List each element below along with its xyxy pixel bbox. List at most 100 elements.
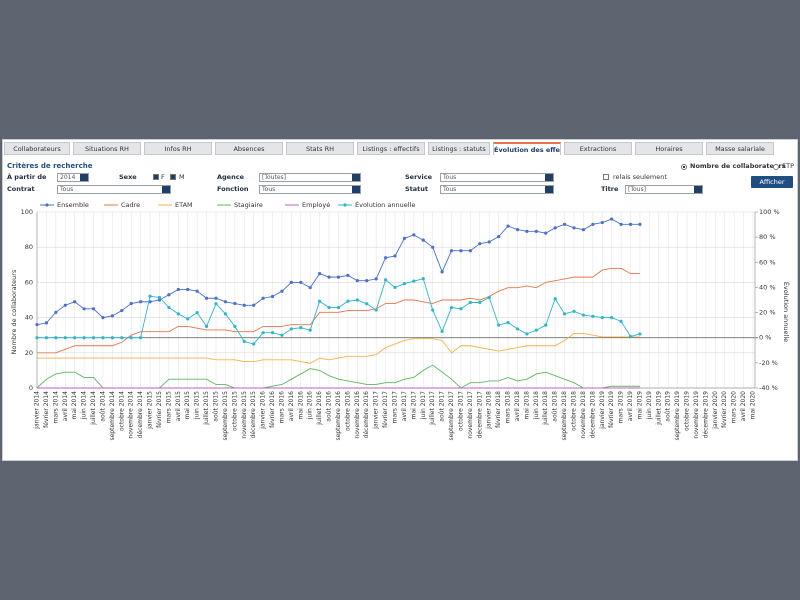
data-point bbox=[167, 293, 171, 297]
tab[interactable]: Absences bbox=[215, 142, 283, 155]
legend-marker bbox=[343, 203, 347, 207]
tab[interactable]: Listings : statuts bbox=[428, 142, 490, 155]
agency-select[interactable]: [Toutes] bbox=[259, 173, 361, 182]
sex-m-checkbox[interactable] bbox=[170, 174, 176, 180]
tab[interactable]: Horaires bbox=[635, 142, 703, 155]
data-point bbox=[242, 303, 246, 307]
data-point bbox=[139, 300, 143, 304]
data-point bbox=[139, 336, 143, 340]
x-tick-label: février 2017 bbox=[382, 391, 389, 428]
data-point bbox=[449, 249, 454, 253]
x-tick-label: juillet 2018 bbox=[542, 391, 549, 426]
tab[interactable]: Extractions bbox=[564, 142, 632, 155]
data-point bbox=[355, 298, 359, 302]
function-select[interactable]: Tous bbox=[259, 185, 361, 194]
x-tick-label: avril 2015 bbox=[175, 391, 182, 421]
data-point bbox=[214, 302, 218, 306]
data-point bbox=[195, 289, 199, 293]
data-point bbox=[440, 270, 444, 274]
data-point bbox=[261, 296, 265, 300]
data-point bbox=[525, 229, 529, 233]
data-point bbox=[327, 275, 331, 279]
y2-tick-label: 100 % bbox=[759, 208, 780, 216]
tab[interactable]: Masse salariale bbox=[706, 142, 774, 155]
tab[interactable]: Évolution des effectifs bbox=[493, 142, 561, 155]
data-point bbox=[497, 235, 501, 239]
x-tick-label: novembre 2016 bbox=[354, 391, 361, 439]
data-point bbox=[506, 224, 510, 228]
x-tick-label: mai 2016 bbox=[297, 391, 304, 420]
data-point bbox=[336, 305, 341, 310]
data-point bbox=[270, 331, 275, 335]
data-point bbox=[402, 236, 407, 240]
data-point bbox=[628, 334, 633, 339]
data-point bbox=[195, 310, 199, 315]
relay-checkbox[interactable] bbox=[603, 174, 609, 180]
sex-f-checkbox[interactable] bbox=[153, 174, 159, 180]
data-point bbox=[619, 319, 623, 323]
data-point bbox=[600, 220, 604, 225]
x-tick-label: octobre 2017 bbox=[457, 391, 464, 431]
x-tick-label: novembre 2019 bbox=[693, 391, 700, 439]
data-point bbox=[393, 285, 397, 290]
x-tick-label: mars 2017 bbox=[392, 391, 399, 423]
x-tick-label: novembre 2018 bbox=[580, 391, 587, 439]
tab[interactable]: Listings : effectifs bbox=[357, 142, 425, 155]
x-tick-label: mai 2014 bbox=[71, 391, 78, 420]
data-point bbox=[44, 321, 49, 325]
data-point bbox=[534, 229, 538, 233]
x-tick-label: novembre 2015 bbox=[241, 391, 248, 439]
x-tick-label: juillet 2019 bbox=[655, 391, 662, 426]
data-point bbox=[365, 302, 369, 306]
data-point bbox=[374, 277, 378, 281]
data-point bbox=[176, 312, 180, 316]
service-label: Service bbox=[405, 173, 433, 181]
legend-label: ETAM bbox=[175, 201, 193, 209]
data-point bbox=[82, 307, 86, 311]
x-tick-label: septembre 2015 bbox=[222, 391, 229, 441]
y-tick-label: 100 bbox=[21, 208, 33, 216]
data-point bbox=[355, 279, 359, 283]
status-select[interactable]: Tous bbox=[440, 185, 554, 194]
x-tick-label: mars 2018 bbox=[505, 391, 512, 423]
x-tick-label: octobre 2016 bbox=[344, 391, 351, 431]
service-select[interactable]: Tous bbox=[440, 173, 554, 182]
data-point bbox=[468, 249, 472, 253]
data-point bbox=[628, 222, 633, 226]
tab[interactable]: Collaborateurs bbox=[4, 142, 70, 155]
y-tick-label: 80 bbox=[25, 243, 33, 251]
x-tick-label: juin 2018 bbox=[533, 391, 540, 420]
radio-etp[interactable] bbox=[773, 164, 779, 170]
data-point bbox=[581, 313, 586, 317]
data-point bbox=[610, 217, 614, 221]
data-point bbox=[252, 303, 256, 307]
x-tick-label: août 2016 bbox=[326, 391, 333, 422]
show-button[interactable]: Afficher bbox=[751, 176, 793, 188]
data-point bbox=[242, 339, 246, 344]
x-tick-label: mars 2019 bbox=[618, 391, 625, 423]
x-tick-label: janvier 2016 bbox=[260, 391, 267, 430]
contract-select[interactable]: Tous bbox=[57, 185, 171, 194]
data-point bbox=[431, 308, 435, 312]
title-select[interactable]: [Tous] bbox=[625, 185, 703, 194]
data-point bbox=[487, 295, 491, 300]
y-tick-label: 20 bbox=[25, 349, 33, 357]
data-point bbox=[412, 279, 416, 283]
x-tick-label: février 2018 bbox=[495, 391, 502, 428]
data-point bbox=[459, 249, 463, 253]
x-tick-label: août 2017 bbox=[439, 391, 446, 422]
panel: Collaborateurs Situations RH Infos RH Absen… bbox=[2, 139, 798, 461]
x-tick-label: avril 2017 bbox=[401, 391, 408, 421]
data-point bbox=[167, 305, 171, 310]
data-point bbox=[318, 299, 322, 303]
data-point bbox=[91, 307, 96, 311]
legend-label: Employé bbox=[302, 201, 330, 209]
tab[interactable]: Stats RH bbox=[286, 142, 354, 155]
radio-count[interactable] bbox=[681, 164, 687, 170]
tab[interactable]: Situations RH bbox=[73, 142, 141, 155]
tab[interactable]: Infos RH bbox=[144, 142, 212, 155]
from-select[interactable]: 2014 bbox=[57, 173, 89, 182]
x-tick-label: mars 2015 bbox=[165, 391, 172, 423]
criteria-title: Critères de recherche bbox=[7, 162, 93, 170]
y2-tick-label: 40 % bbox=[759, 283, 776, 291]
